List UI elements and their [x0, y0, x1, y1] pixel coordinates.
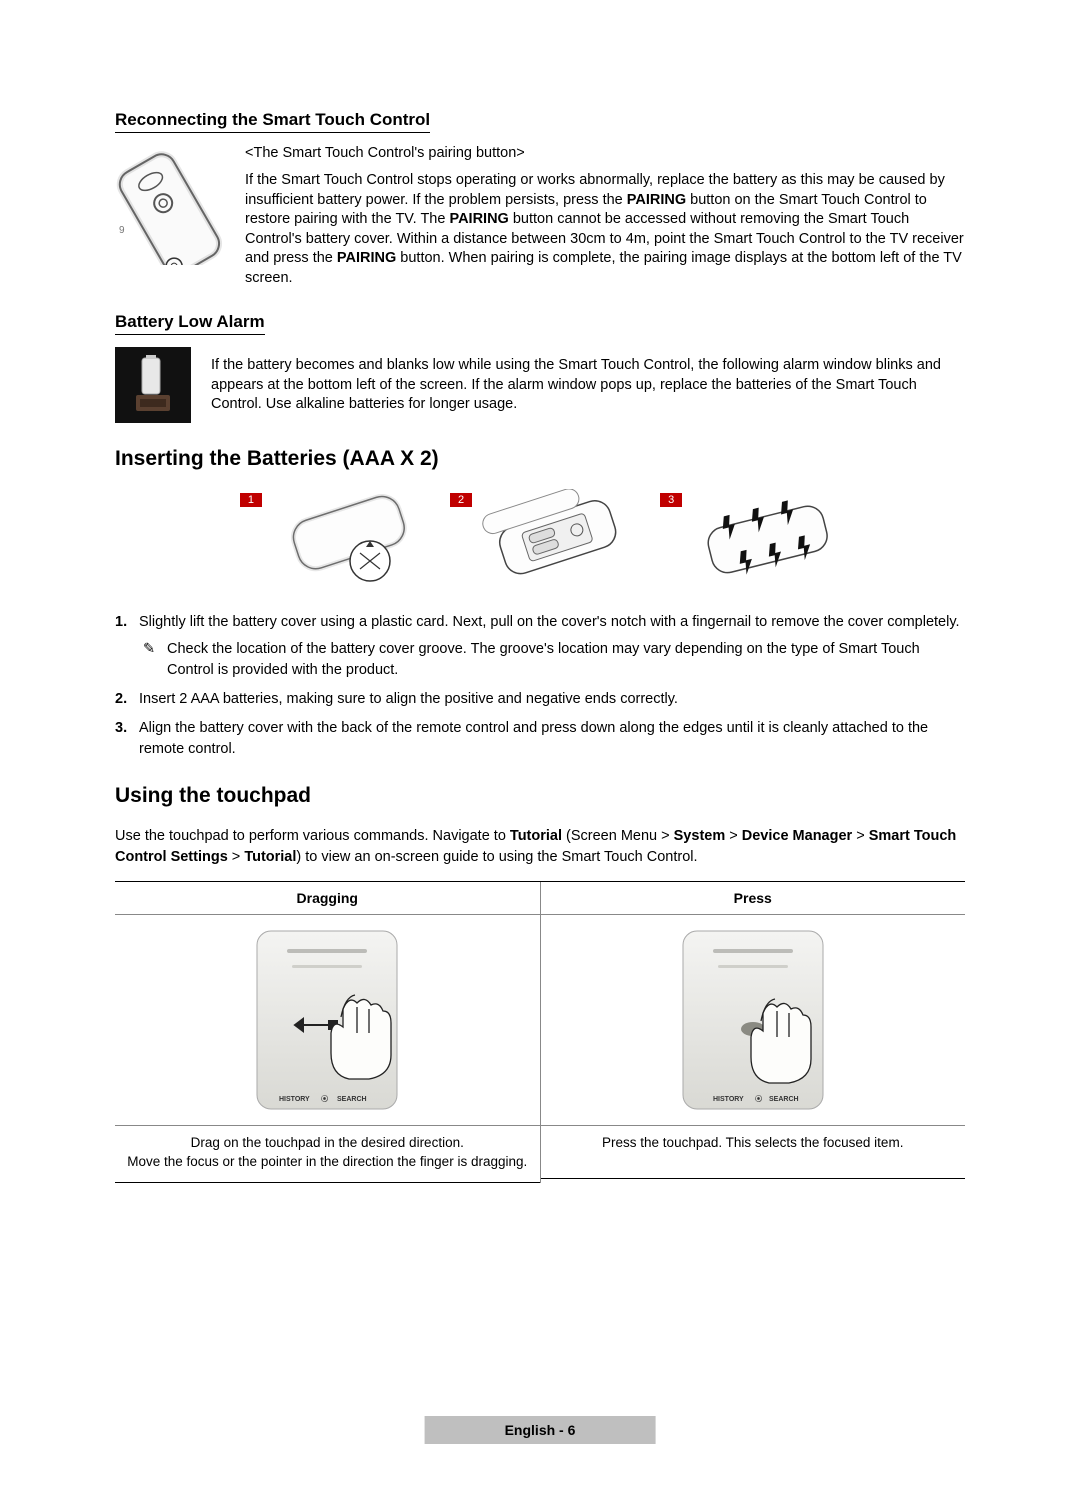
battery-instruction-list: Slightly lift the battery cover using a …	[115, 612, 965, 760]
page-footer: English - 6	[425, 1416, 656, 1444]
text: Use the touchpad to perform various comm…	[115, 828, 510, 844]
reconnecting-body: If the Smart Touch Control stops operati…	[245, 171, 965, 288]
note: Check the location of the battery cover …	[139, 639, 965, 681]
bold: Tutorial	[510, 828, 562, 844]
history-label: HISTORY	[279, 1096, 310, 1103]
touchpad-col-dragging: Dragging	[115, 882, 541, 1183]
touchpad-table: Dragging	[115, 881, 965, 1183]
list-item: Insert 2 AAA batteries, making sure to a…	[115, 689, 965, 710]
heading-reconnecting: Reconnecting the Smart Touch Control	[115, 110, 430, 133]
svg-text:⦿: ⦿	[755, 1094, 762, 1103]
step-number: 3	[660, 493, 682, 507]
dragging-illustration: HISTORY ⦿ SEARCH	[115, 915, 540, 1125]
pairing-bold-1: PAIRING	[627, 192, 686, 208]
press-desc: Press the touchpad. This selects the foc…	[541, 1125, 966, 1179]
touchpad-col-press: Press HISTORY ⦿ SEARCH	[541, 882, 966, 1183]
pairing-caption: <The Smart Touch Control's pairing butto…	[245, 145, 965, 161]
search-label: SEARCH	[337, 1096, 367, 1103]
text: (Screen Menu >	[562, 828, 674, 844]
dragging-desc: Drag on the touchpad in the desired dire…	[115, 1125, 540, 1183]
battery-step-2: 2	[450, 489, 630, 584]
bold: Device Manager	[742, 828, 852, 844]
svg-text:9: 9	[119, 225, 125, 236]
illustration-pairing-button: 9	[115, 145, 225, 265]
footer-lang: English	[505, 1422, 556, 1438]
text: Move the focus or the pointer in the dir…	[127, 1153, 528, 1172]
illustration-alarm	[115, 347, 191, 423]
text: Slightly lift the battery cover using a …	[139, 614, 960, 630]
footer-page: 6	[568, 1422, 576, 1438]
list-item: Align the battery cover with the back of…	[115, 718, 965, 760]
text: >	[852, 828, 869, 844]
battery-steps-row: 1 2	[115, 489, 965, 584]
press-illustration: HISTORY ⦿ SEARCH	[541, 915, 966, 1125]
step-number: 1	[240, 493, 262, 507]
text: ) to view an on-screen guide to using th…	[296, 849, 697, 865]
svg-text:HISTORY: HISTORY	[279, 1096, 310, 1103]
bold: Tutorial	[244, 849, 296, 865]
battery-step-1: 1	[240, 489, 420, 584]
history-label: HISTORY	[713, 1096, 744, 1103]
text: >	[228, 849, 245, 865]
list-item: Slightly lift the battery cover using a …	[115, 612, 965, 681]
battery-step-3: 3	[660, 489, 840, 584]
col-head: Dragging	[115, 882, 540, 915]
svg-text:HISTORY: HISTORY	[713, 1096, 744, 1103]
battery-low-body: If the battery becomes and blanks low wh…	[211, 356, 965, 415]
text: Drag on the touchpad in the desired dire…	[127, 1134, 528, 1153]
footer-sep: -	[555, 1422, 567, 1438]
step2-illustration	[480, 489, 630, 584]
step1-illustration	[270, 489, 420, 584]
col-head: Press	[541, 882, 966, 915]
heading-using-touchpad: Using the touchpad	[115, 784, 965, 808]
bold: System	[674, 828, 726, 844]
pairing-bold-3: PAIRING	[337, 250, 396, 266]
pairing-bold-2: PAIRING	[449, 211, 508, 227]
text: >	[725, 828, 742, 844]
step3-illustration	[690, 489, 840, 584]
search-label: SEARCH	[769, 1096, 799, 1103]
touchpad-intro: Use the touchpad to perform various comm…	[115, 826, 965, 867]
heading-battery-low: Battery Low Alarm	[115, 312, 265, 335]
svg-text:⦿: ⦿	[321, 1094, 328, 1103]
step-number: 2	[450, 493, 472, 507]
heading-inserting-batteries: Inserting the Batteries (AAA X 2)	[115, 447, 965, 471]
